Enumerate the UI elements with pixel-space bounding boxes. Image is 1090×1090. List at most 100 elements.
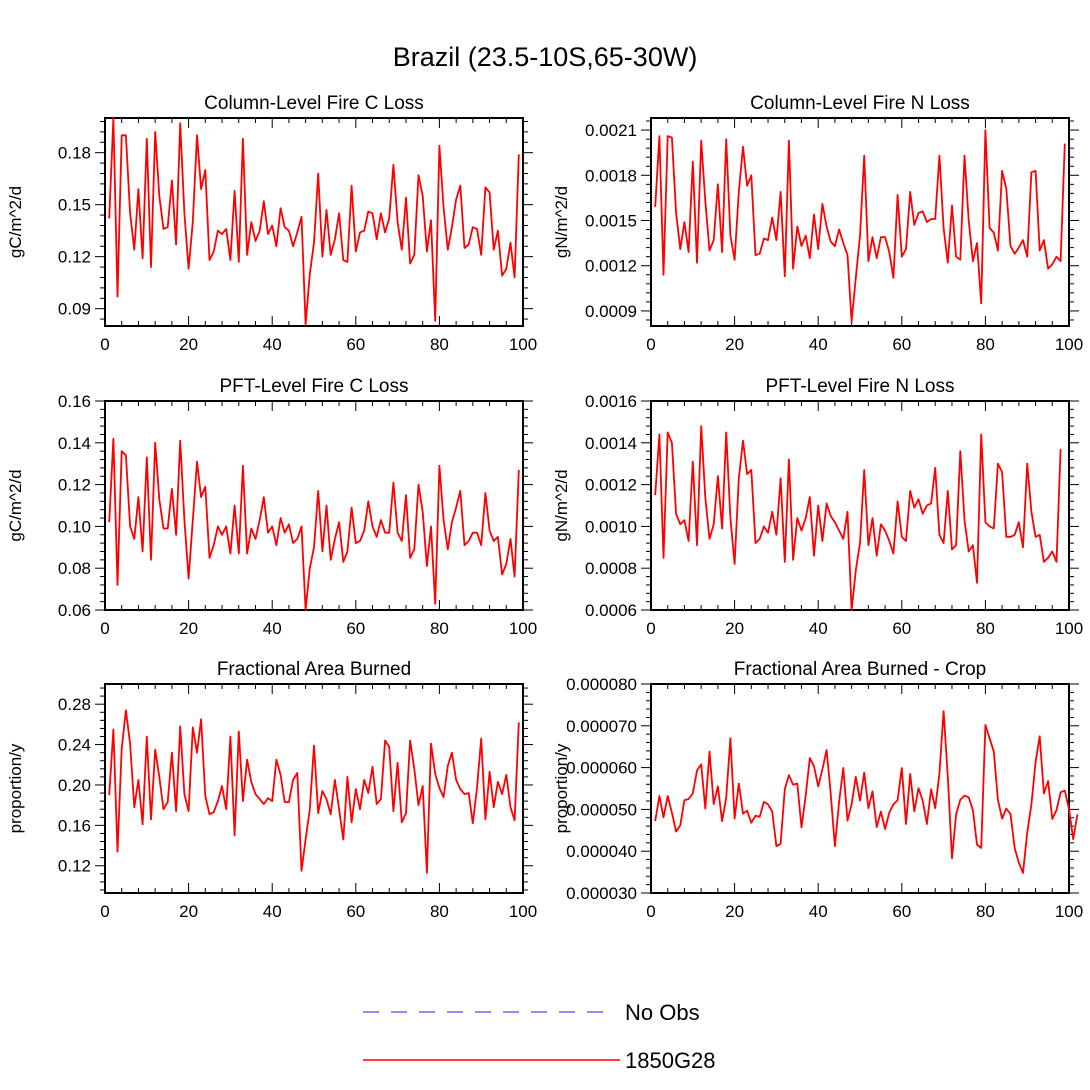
x-tick-label: 60 — [346, 335, 365, 354]
x-tick-label: 40 — [263, 335, 282, 354]
x-tick-label: 80 — [976, 902, 995, 921]
plot-frame — [650, 400, 1070, 611]
panel-5: Fractional Area Burned proportion/y 0 20 40 6… — [6, 659, 537, 921]
y-tick-label: 0.28 — [58, 695, 91, 714]
x-tick-label: 40 — [809, 335, 828, 354]
y-tick-label: 0.000080 — [566, 675, 637, 694]
panel-title: PFT-Level Fire N Loss — [766, 376, 955, 397]
y-tick-label: 0.14 — [58, 434, 91, 453]
panel-6: Fractional Area Burned - Crop proportion/… — [552, 659, 1083, 921]
x-tick-label: 0 — [646, 335, 655, 354]
x-tick-label: 60 — [892, 335, 911, 354]
x-tick-label: 80 — [976, 619, 995, 638]
y-tick-label: 0.0009 — [585, 302, 637, 321]
y-tick-label: 0.10 — [58, 517, 91, 536]
x-tick-label: 40 — [263, 619, 282, 638]
y-tick-label: 0.06 — [58, 601, 91, 620]
plot-frame — [104, 683, 524, 894]
y-tick-label: 0.0008 — [585, 559, 637, 578]
y-tick-label: 0.0014 — [585, 434, 637, 453]
x-tick-label: 80 — [430, 902, 449, 921]
series-line-1850g28 — [108, 709, 520, 874]
y-tick-label: 0.15 — [58, 196, 91, 215]
y-axis-label: gN/m^2/d — [552, 469, 571, 541]
x-tick-label: 40 — [263, 902, 282, 921]
plot-frame — [104, 400, 524, 611]
series-line-1850g28 — [654, 425, 1062, 611]
legend-label-no-obs: No Obs — [625, 1000, 700, 1025]
series-line-1850g28 — [108, 117, 520, 326]
y-tick-label: 0.0012 — [585, 476, 637, 495]
series-line-1850g28 — [108, 437, 520, 611]
panel-2: Column-Level Fire N Loss gN/m^2/d 0 20 40 60 8… — [552, 93, 1083, 354]
x-tick-label: 0 — [100, 335, 109, 354]
y-tick-label: 0.18 — [58, 144, 91, 163]
x-tick-label: 0 — [100, 902, 109, 921]
y-tick-label: 0.0015 — [585, 211, 637, 230]
plot-frame — [104, 117, 524, 327]
panel-3: PFT-Level Fire C Loss gC/m^2/d 0 20 40 60 80 10… — [6, 376, 537, 638]
y-tick-label: 0.16 — [58, 392, 91, 411]
y-tick-label: 0.0012 — [585, 257, 637, 276]
x-tick-label: 0 — [646, 902, 655, 921]
y-tick-label: 0.09 — [58, 300, 91, 319]
x-tick-label: 60 — [892, 902, 911, 921]
y-tick-label: 0.0016 — [585, 392, 637, 411]
y-axis-label: gN/m^2/d — [552, 186, 571, 258]
panel-4: PFT-Level Fire N Loss gN/m^2/d 0 20 40 60 80 10… — [552, 376, 1083, 638]
x-tick-label: 60 — [346, 902, 365, 921]
x-tick-label: 40 — [809, 902, 828, 921]
x-tick-label: 40 — [809, 619, 828, 638]
panel-1: Column-Level Fire C Loss gC/m^2/d 0 20 40 60 8… — [6, 93, 537, 354]
x-tick-label: 100 — [1055, 335, 1083, 354]
y-tick-label: 0.000040 — [566, 842, 637, 861]
x-tick-label: 20 — [179, 335, 198, 354]
plot-frame — [650, 683, 1070, 894]
x-tick-label: 60 — [892, 619, 911, 638]
panels: Column-Level Fire C Loss gC/m^2/d 0 20 40 60 8… — [6, 93, 1083, 921]
x-tick-label: 100 — [509, 902, 537, 921]
x-tick-label: 100 — [1055, 619, 1083, 638]
y-tick-label: 0.16 — [58, 816, 91, 835]
y-tick-label: 0.24 — [58, 736, 91, 755]
x-tick-label: 20 — [725, 619, 744, 638]
panel-title: PFT-Level Fire C Loss — [220, 376, 409, 397]
x-tick-label: 80 — [976, 335, 995, 354]
y-axis-label: gC/m^2/d — [6, 469, 25, 541]
y-axis-label: proportion/y — [6, 743, 25, 833]
x-tick-label: 20 — [725, 335, 744, 354]
panel-title: Column-Level Fire N Loss — [750, 93, 970, 114]
y-tick-label: 0.0021 — [585, 121, 637, 140]
panel-title: Fractional Area Burned - Crop — [734, 659, 986, 680]
y-tick-label: 0.12 — [58, 248, 91, 267]
y-axis-label: gC/m^2/d — [6, 186, 25, 258]
x-tick-label: 80 — [430, 619, 449, 638]
x-tick-label: 100 — [1055, 902, 1083, 921]
figure-title: Brazil (23.5-10S,65-30W) — [393, 42, 698, 72]
legend: No Obs 1850G28 — [363, 1000, 716, 1073]
y-tick-label: 0.12 — [58, 476, 91, 495]
x-tick-label: 20 — [179, 619, 198, 638]
legend-label-1850g28: 1850G28 — [625, 1048, 716, 1073]
y-tick-label: 0.0006 — [585, 601, 637, 620]
panel-title: Column-Level Fire C Loss — [204, 93, 424, 114]
plot-frame — [650, 117, 1070, 327]
y-tick-label: 0.08 — [58, 559, 91, 578]
y-tick-label: 0.20 — [58, 776, 91, 795]
y-tick-label: 0.000060 — [566, 759, 637, 778]
x-tick-label: 80 — [430, 335, 449, 354]
y-tick-label: 0.000030 — [566, 884, 637, 903]
x-tick-label: 0 — [646, 619, 655, 638]
series-line-1850g28 — [654, 710, 1079, 874]
y-tick-label: 0.000050 — [566, 800, 637, 819]
x-tick-label: 100 — [509, 619, 537, 638]
series-line-1850g28 — [654, 129, 1066, 323]
x-tick-label: 100 — [509, 335, 537, 354]
x-tick-label: 20 — [179, 902, 198, 921]
y-tick-label: 0.000070 — [566, 717, 637, 736]
x-tick-label: 60 — [346, 619, 365, 638]
x-tick-label: 20 — [725, 902, 744, 921]
y-tick-label: 0.0018 — [585, 166, 637, 185]
panel-title: Fractional Area Burned — [217, 659, 411, 680]
